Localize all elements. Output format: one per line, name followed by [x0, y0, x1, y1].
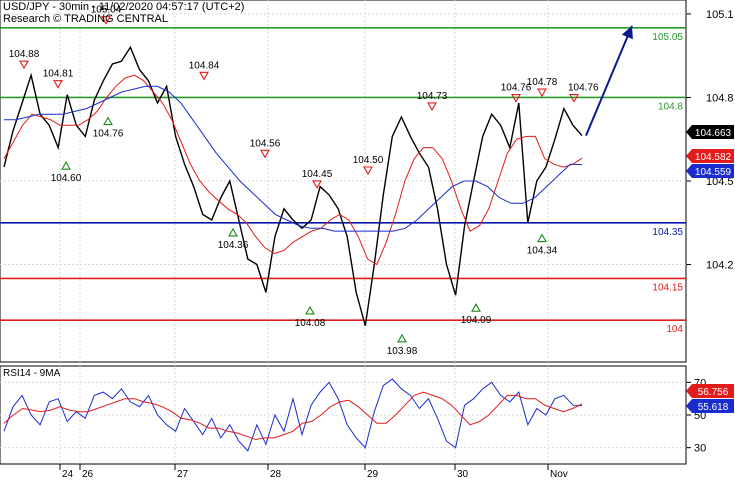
grid [0, 0, 686, 464]
swing-low-marker [103, 116, 113, 126]
swing-low-label: 104.09 [461, 315, 492, 326]
swing-high-label: 104.84 [189, 60, 220, 71]
swing-high-marker [312, 180, 322, 190]
rsi-y-tick-label: 30 [694, 443, 706, 455]
key-levels: 105.05 104.8 104.35 104.15 104 [0, 27, 686, 335]
swing-high-marker [511, 94, 521, 103]
y-tick-label: 105.1 [706, 9, 734, 21]
x-tick-label: 28 [270, 469, 282, 480]
swing-high-marker [19, 60, 29, 70]
swing-high-label: 104.76 [501, 83, 532, 94]
swing-low-label: 104.36 [218, 240, 249, 251]
level-label-resistance: 104.8 [658, 101, 683, 112]
price-tag-label: 104.663 [695, 128, 732, 139]
rsi-tag-pointer [686, 384, 692, 398]
rsi-panel-frame [0, 365, 687, 465]
price-tag-label: 104.582 [695, 152, 732, 163]
axes: 24 26 27 28 29 30 Nov105.1104.8104.5104.270503… [59, 9, 734, 480]
swing-low-label: 103.98 [387, 346, 418, 357]
x-tick-label: Nov [550, 469, 568, 480]
swing-low-marker [228, 227, 238, 237]
y-tick-label: 104.8 [706, 92, 734, 104]
swing-high-marker [363, 166, 373, 176]
projection-arrowhead [621, 25, 633, 40]
price-tag-ma_fast [692, 149, 734, 163]
slow-ma-line [4, 85, 583, 232]
copyright-label: Research © TRADING CENTRAL [3, 13, 168, 25]
price-tag-pointer [686, 125, 692, 139]
swing-high-label: 104.88 [9, 49, 40, 60]
swing-high-label: 104.73 [417, 91, 448, 102]
level-label-support: 104.15 [652, 282, 683, 293]
rsi-tag-label: 55.618 [698, 402, 729, 413]
swing-high-label: 104.76 [568, 83, 599, 94]
price-tag-pointer [686, 164, 692, 178]
price-tags: 104.663 104.582 104.559 56.756 55.618 [686, 125, 734, 413]
swing-high-marker [537, 88, 547, 98]
swing-high-marker [101, 16, 111, 25]
rsi-tag-rsi [692, 399, 734, 413]
swing-high-label: 104.81 [43, 69, 74, 80]
swing-high-label: 104.78 [527, 77, 558, 88]
x-tick-label: 30 [457, 469, 469, 480]
swing-low-marker [305, 305, 315, 315]
chart-title: USD/JPY - 30min - 11/02/2020 04:57:17 (U… [3, 1, 245, 13]
price-tag-ma_slow [692, 164, 734, 178]
price-tag-last [692, 125, 734, 139]
x-tick-label: 27 [177, 469, 189, 480]
price-line [3, 45, 583, 326]
swing-high-marker [569, 94, 579, 103]
swing-high-marker [199, 71, 209, 81]
swing-high-marker [53, 80, 63, 89]
x-tick-label: 26 [82, 469, 94, 480]
level-label-resistance: 105.05 [652, 32, 683, 43]
swing-low-marker [537, 233, 547, 243]
x-tick-label: 29 [367, 469, 379, 480]
swing-low-label: 104.34 [527, 246, 558, 257]
rsi-ma-line [3, 391, 583, 441]
fast-ma-line [3, 74, 583, 266]
swing-high-label: 104.45 [302, 169, 333, 180]
rsi-tag-label: 56.756 [698, 387, 729, 398]
rsi-series [3, 378, 583, 452]
swing-high-label: 104.50 [353, 155, 384, 166]
swing-low-marker [397, 333, 407, 343]
y-tick-label: 104.2 [706, 260, 734, 272]
price-tag-pointer [686, 149, 692, 163]
level-label-pivot: 104.35 [652, 227, 683, 238]
x-tick-label: 24 [62, 469, 74, 480]
swing-low-label: 104.08 [295, 318, 326, 329]
level-label-support: 104 [666, 324, 683, 335]
swing-high-label: 104.56 [250, 138, 281, 149]
rsi-title: RSI14 - 9MA [3, 368, 61, 379]
y-tick-label: 104.5 [706, 176, 734, 188]
swing-low-marker [61, 161, 71, 170]
price-tag-label: 104.559 [695, 167, 732, 178]
projection-arrow [585, 25, 633, 136]
swing-high-label: 105.04 [91, 5, 122, 16]
swing-low-label: 104.76 [93, 129, 124, 140]
rsi-line [3, 378, 583, 452]
rsi-tag-ma [692, 384, 734, 398]
swing-low-label: 104.60 [51, 173, 82, 184]
price-panel-frame [0, 0, 687, 363]
rsi-tag-pointer [686, 399, 692, 413]
swing-high-marker [427, 102, 437, 112]
price-series [3, 25, 633, 326]
swing-high-marker [260, 149, 270, 159]
swing-low-marker [471, 303, 481, 312]
